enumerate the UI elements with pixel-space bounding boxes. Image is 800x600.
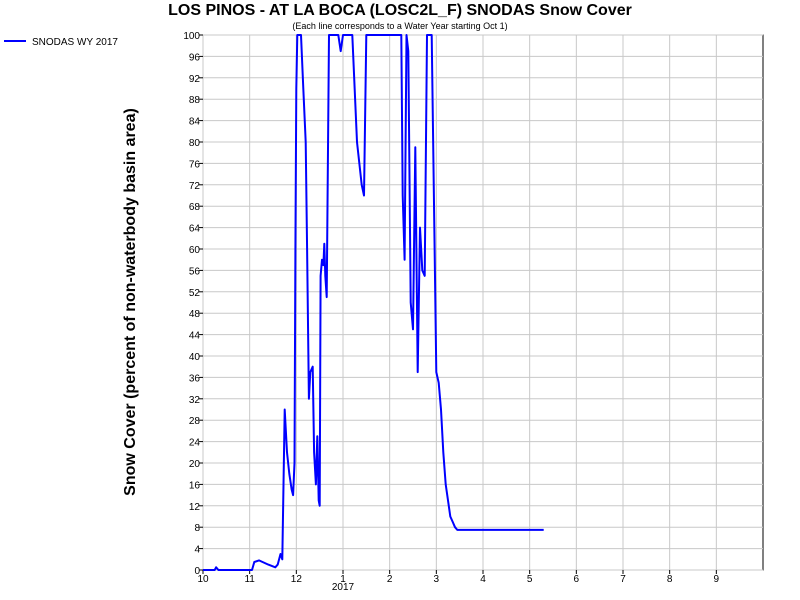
x-tick-label: 3: [434, 574, 440, 585]
y-tick-label: 68: [189, 202, 201, 213]
y-tick-label: 32: [189, 395, 201, 406]
y-tick-label: 40: [189, 352, 201, 363]
x-tick-label: 5: [527, 574, 533, 585]
y-tick-label: 24: [189, 438, 201, 449]
y-tick-label: 36: [189, 373, 201, 384]
y-tick-label: 56: [189, 266, 201, 277]
y-tick-label: 92: [189, 74, 201, 85]
legend-label: SNODAS WY 2017: [32, 37, 118, 48]
y-tick-label: 48: [189, 309, 201, 320]
y-tick-label: 88: [189, 95, 201, 106]
x-tick-label: 6: [574, 574, 580, 585]
series-layer: [203, 34, 544, 571]
x-tick-label: 9: [714, 574, 720, 585]
y-tick-label: 0: [194, 566, 200, 577]
x-tick-label: 2: [387, 574, 393, 585]
y-tick-label: 60: [189, 245, 201, 256]
y-tick-label: 84: [189, 117, 201, 128]
y-axis-label: Snow Cover (percent of non-waterbody bas…: [122, 108, 139, 496]
y-tick-label: 64: [189, 224, 201, 235]
y-tick-label: 8: [194, 523, 200, 534]
series-line: [203, 34, 544, 571]
chart-subtitle: (Each line corresponds to a Water Year s…: [292, 21, 508, 31]
x-tick-label: 4: [480, 574, 486, 585]
y-tick-label: 44: [189, 331, 201, 342]
y-tick-label: 80: [189, 138, 201, 149]
x-tick-label: 8: [667, 574, 673, 585]
legend: SNODAS WY 2017: [4, 37, 118, 48]
x-year-label: 2017: [332, 582, 355, 593]
x-tick-label: 1: [340, 574, 346, 585]
x-tick-label: 7: [620, 574, 626, 585]
y-tick-label: 20: [189, 459, 201, 470]
y-tick-label: 76: [189, 159, 201, 170]
y-axis: 0481216202428323640444852566064687276808…: [183, 31, 203, 577]
y-tick-label: 100: [183, 31, 200, 42]
y-tick-label: 12: [189, 502, 201, 513]
x-tick-label: 10: [197, 574, 209, 585]
chart-title: LOS PINOS - AT LA BOCA (LOSC2L_F) SNODAS…: [168, 2, 632, 19]
x-tick-label: 12: [291, 574, 303, 585]
y-tick-label: 16: [189, 480, 201, 491]
x-axis: 10 11 12 1 2 3 4 5 6 7 8 9: [197, 570, 720, 585]
y-tick-label: 72: [189, 181, 201, 192]
y-tick-label: 52: [189, 288, 201, 299]
y-tick-label: 96: [189, 52, 201, 63]
y-tick-label: 4: [194, 545, 200, 556]
x-tick-label: 11: [244, 574, 255, 585]
y-tick-label: 28: [189, 416, 201, 427]
